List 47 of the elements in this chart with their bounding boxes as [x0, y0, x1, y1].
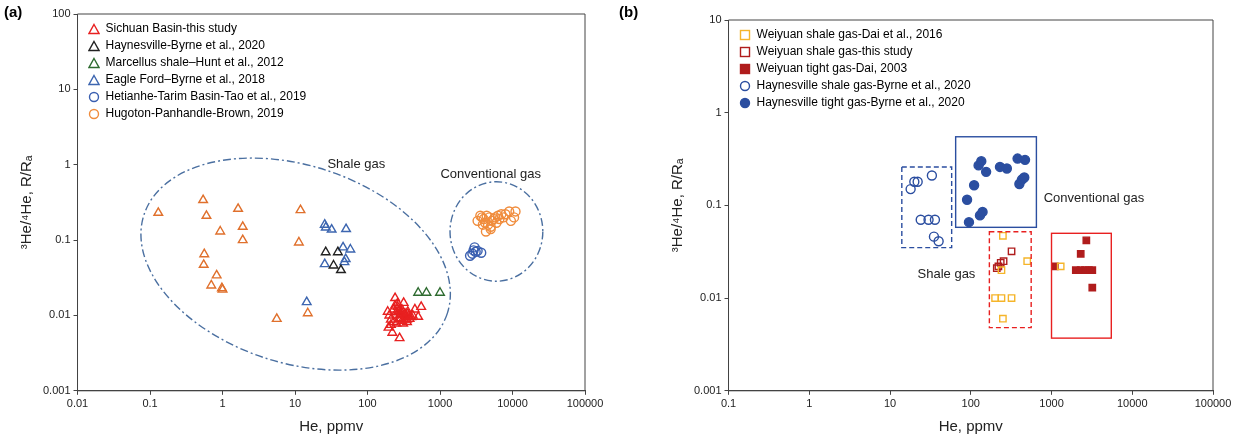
legend-label: Weiyuan shale gas-this study: [756, 43, 913, 60]
x-tick-label: 1: [219, 397, 226, 410]
y-axis-title: ³He/⁴He, R/Rₐ: [668, 158, 686, 253]
annotation: Conventional gas: [440, 165, 542, 181]
legend-label: Eagle Ford–Byrne et al., 2018: [105, 71, 265, 88]
chart-title: (b): [619, 3, 639, 20]
x-tick-label: 10: [883, 397, 897, 410]
y-tick-label: 100: [52, 7, 71, 20]
x-tick-label: 10: [288, 397, 302, 410]
x-tick-label: 100: [358, 397, 377, 410]
y-tick-label: 0.001: [694, 383, 722, 396]
annotation: Shale gas: [917, 266, 976, 282]
x-tick-label: 10000: [1116, 397, 1148, 410]
legend-label: Marcellus shale–Hunt et al., 2012: [105, 54, 284, 71]
x-axis-title: He, ppmv: [299, 417, 364, 435]
y-tick-label: 0.1: [55, 233, 71, 246]
legend-label: Haynesville-Byrne et al., 2020: [105, 37, 265, 54]
annotation: Conventional gas: [1043, 189, 1145, 205]
x-axis-title: He, ppmv: [938, 417, 1004, 435]
legend-label: Sichuan Basin-this study: [105, 20, 237, 37]
y-tick-label: 0.1: [706, 198, 722, 211]
x-tick-label: 1: [806, 397, 813, 410]
x-tick-label: 1000: [427, 397, 453, 410]
x-tick-label: 0.1: [720, 397, 737, 410]
y-tick-label: 10: [709, 13, 722, 26]
x-tick-label: 10000: [497, 397, 528, 410]
x-tick-label: 100: [961, 397, 980, 410]
x-tick-label: 100000: [566, 397, 604, 410]
x-tick-label: 1000: [1039, 397, 1064, 410]
x-tick-label: 0.1: [142, 397, 158, 410]
y-tick-label: 1: [64, 157, 71, 170]
x-tick-label: 100000: [1194, 397, 1232, 410]
legend-label: Hugoton-Panhandle-Brown, 2019: [105, 105, 284, 122]
legend-label: Weiyuan shale gas-Dai et al., 2016: [756, 26, 943, 43]
chart-title: (a): [4, 3, 23, 20]
legend-label: Weiyuan tight gas-Dai, 2003: [756, 60, 908, 77]
y-tick-label: 0.01: [49, 308, 71, 321]
x-tick-label: 0.01: [66, 397, 89, 410]
y-axis-title: ³He/⁴He, R/Rₐ: [17, 155, 35, 250]
y-tick-label: 1: [715, 105, 722, 118]
legend-label: Haynesville tight gas-Byrne et al., 2020: [756, 94, 965, 111]
y-tick-label: 10: [58, 82, 71, 95]
y-tick-label: 0.01: [700, 291, 722, 304]
legend-label: Hetianhe-Tarim Basin-Tao et al., 2019: [105, 88, 307, 105]
annotation: Shale gas: [327, 156, 386, 172]
y-tick-label: 0.001: [43, 383, 71, 396]
legend-label: Haynesville shale gas-Byrne et al., 2020: [756, 77, 971, 94]
